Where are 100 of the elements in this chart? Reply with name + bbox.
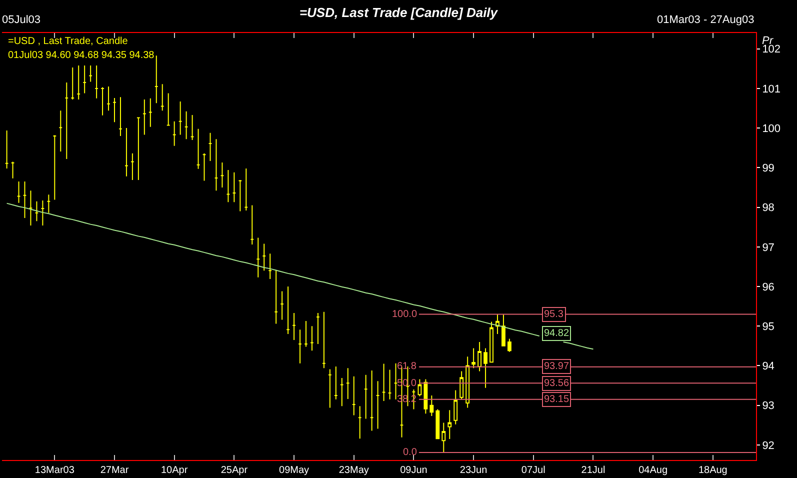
x-tick-label: 23May (338, 465, 369, 476)
candlestick (142, 99, 146, 136)
candlestick (94, 64, 99, 99)
candlestick (304, 320, 308, 348)
candlestick (208, 132, 212, 162)
candlestick (202, 152, 206, 182)
x-tick-label: 10Apr (160, 465, 188, 476)
candlestick (4, 130, 9, 169)
candlestick (442, 422, 446, 453)
candlestick (424, 378, 428, 414)
x-tick-label: 09May (279, 465, 310, 476)
annotation: 93.15 (544, 394, 570, 405)
candlestick (112, 97, 116, 123)
candlestick (238, 179, 242, 212)
candlestick (58, 110, 63, 152)
candlestick (454, 390, 458, 425)
x-tick-label: 25Apr (220, 465, 248, 476)
candlestick (106, 86, 110, 112)
y-tick-label: 95 (762, 320, 774, 333)
candlestick (82, 64, 87, 94)
candlestick (358, 406, 362, 440)
candlestick (244, 168, 248, 211)
candlestick (166, 92, 170, 126)
candlestick (328, 368, 332, 408)
candlestick (376, 380, 380, 430)
candlestick (262, 243, 266, 272)
candlestick (52, 134, 57, 200)
candlestick (310, 326, 314, 352)
candlestick (382, 363, 386, 402)
candlestick (507, 338, 512, 352)
candlestick (136, 117, 140, 180)
candlestick (256, 237, 260, 278)
candlestick (268, 253, 272, 280)
candlestick (172, 120, 176, 146)
candlestick (154, 55, 158, 104)
candlestick (100, 86, 104, 116)
candlestick (448, 410, 452, 440)
x-tick-label: 09Jun (400, 465, 428, 476)
candlestick (22, 181, 27, 218)
candlestick (298, 329, 302, 364)
candlestick (16, 181, 21, 204)
candlestick (364, 374, 368, 420)
candlestick (292, 312, 296, 340)
candlestick (280, 290, 284, 320)
candlestick (40, 200, 45, 226)
candlestick (196, 128, 200, 170)
annotation: 100.0 (392, 309, 418, 320)
x-tick-label: 18Aug (698, 465, 728, 476)
candlestick (274, 270, 278, 324)
candlestick (190, 114, 194, 140)
annotation: 94.82 (544, 328, 570, 339)
x-tick-label: 27Mar (100, 465, 130, 476)
y-tick-label: 97 (762, 242, 774, 254)
candlestick (184, 110, 188, 140)
x-tick-label: 07Jul (521, 465, 546, 476)
candlestick (334, 366, 338, 400)
candlestick (418, 378, 422, 397)
candlestick (214, 138, 218, 192)
candlestick (478, 341, 482, 372)
y-tick-label: 98 (762, 202, 774, 214)
annotation: 0.0 (403, 447, 418, 458)
candlestick (472, 348, 476, 369)
candlestick (34, 200, 39, 222)
y-tick-label: 93 (762, 400, 774, 412)
chart-title: =USD, Last Trade [Candle] Daily (299, 5, 498, 20)
y-tick-label: 100 (762, 122, 781, 135)
candlestick (130, 152, 134, 180)
annotation: =USD , Last Trade, Candle (8, 36, 128, 47)
candlestick (436, 408, 440, 440)
candlestick (502, 314, 506, 346)
candlestick (370, 370, 374, 432)
annotation: 95.3 (544, 309, 564, 320)
candlestick (178, 101, 182, 136)
candlestick (430, 394, 434, 417)
x-tick-label: 13Mar03 (34, 465, 75, 476)
candlestick (352, 376, 356, 416)
candlestick (490, 321, 494, 363)
candlestick (76, 64, 81, 100)
x-tick-label: 23Jun (460, 465, 488, 476)
candlestick (10, 161, 15, 179)
candlestick (148, 98, 152, 128)
y-tick-label: 96 (762, 281, 774, 294)
text: 05Jul03 (2, 14, 41, 26)
candlestick (70, 66, 75, 100)
x-tick-label: 04Aug (638, 465, 668, 476)
text: 01Mar03 - 27Aug03 (657, 14, 754, 26)
annotation: 93.56 (544, 378, 570, 389)
y-tick-label: 101 (762, 83, 781, 96)
y-tick-label: 102 (762, 44, 781, 56)
candlestick (88, 64, 93, 82)
candlestick (124, 128, 128, 177)
candlestick (232, 172, 236, 203)
y-tick-label: 94 (762, 360, 774, 373)
candlestick (46, 194, 51, 214)
candlestick (460, 370, 464, 400)
candlestick (394, 362, 398, 400)
y-tick-label: 99 (762, 162, 774, 175)
candlestick (496, 314, 500, 335)
candlestick (220, 162, 224, 188)
x-tick-label: 21Jul (581, 465, 606, 476)
